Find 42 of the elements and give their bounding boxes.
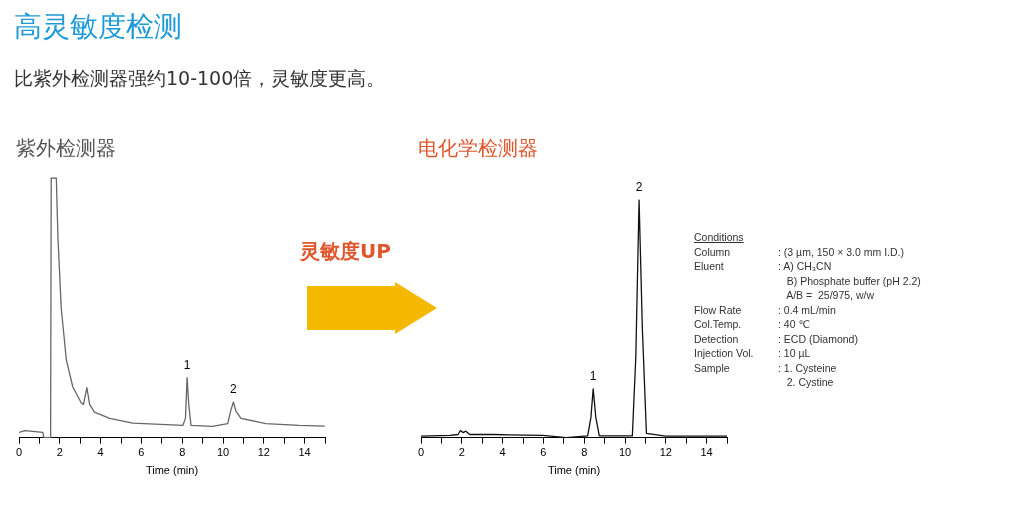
text: : 40 ℃ — [778, 317, 811, 332]
x-axis-title: Time (min) — [145, 464, 199, 477]
text: : 0.4 mL/min — [778, 302, 836, 317]
annotation: Injection Vol. — [694, 346, 755, 361]
x-tick-label: 6 — [138, 446, 145, 459]
annotation: Detection — [694, 331, 740, 346]
annotation: 2 — [230, 382, 238, 397]
x-tick-label: 10 — [216, 446, 230, 459]
annotation: Conditions — [694, 230, 745, 245]
text: : ECD (Diamond) — [778, 331, 858, 346]
chart-title: 紫外检测器 — [16, 135, 116, 162]
x-tick-label: 4 — [97, 446, 104, 459]
x-tick-label: 2 — [458, 446, 465, 459]
x-tick-label: 4 — [499, 446, 506, 459]
chart-title: 电化学检测器 — [418, 135, 538, 162]
x-tick-label: 2 — [56, 446, 63, 459]
text: : (3 µm, 150 × 3.0 mm I.D.) — [778, 244, 904, 259]
x-tick-label: 6 — [540, 446, 547, 459]
x-tick-label: 12 — [257, 446, 270, 459]
text: 高灵敏度检测 — [14, 9, 182, 45]
annotation: Sample — [694, 360, 731, 376]
x-tick-label: 12 — [659, 446, 672, 459]
x-tick-label: 0 — [15, 446, 23, 459]
x-tick-label: 10 — [618, 446, 632, 459]
x-tick-label: 14 — [700, 446, 713, 459]
x-axis-title: Time (min) — [547, 464, 601, 477]
x-tick-label: 8 — [179, 446, 186, 459]
annotation: Flow Rate — [694, 302, 743, 317]
annotation: 1 — [589, 369, 597, 384]
text: 比紫外检测器强约10-100倍，灵敏度更高。 — [14, 66, 386, 91]
x-tick-label: 0 — [417, 446, 425, 459]
text: : 1. Cysteine 2. Cystine — [778, 360, 837, 390]
x-tick-label: 8 — [581, 446, 588, 459]
text: : A) CH₃CN B) Phosphate buffer (pH 2.2) A/B = 25/975, w/w — [778, 259, 921, 303]
x-tick-label: 14 — [298, 446, 311, 459]
annotation: Column — [694, 244, 732, 259]
annotation: Col.Temp. — [694, 317, 743, 332]
annotation: Eluent — [694, 259, 725, 274]
text: : 10 µL — [778, 346, 811, 361]
annotation: 灵敏度UP — [300, 238, 391, 265]
annotation: 2 — [635, 180, 643, 195]
annotation: 1 — [183, 357, 191, 372]
